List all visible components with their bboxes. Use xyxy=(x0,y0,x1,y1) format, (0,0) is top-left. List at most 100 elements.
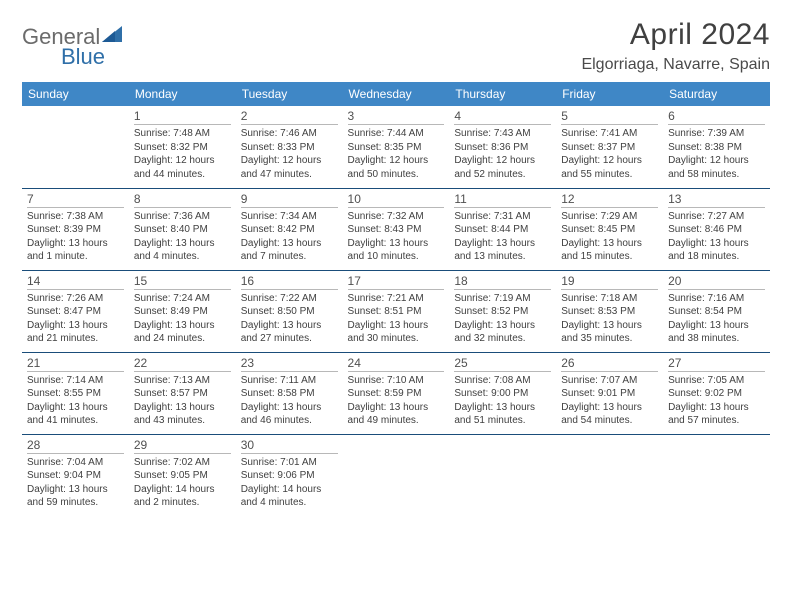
day-detail: Sunrise: 7:41 AM Sunset: 8:37 PM Dayligh… xyxy=(561,127,658,181)
day-number: 6 xyxy=(668,109,765,125)
day-number: 27 xyxy=(668,356,765,372)
day-header: Thursday xyxy=(449,82,556,106)
day-number: 18 xyxy=(454,274,551,290)
day-detail: Sunrise: 7:18 AM Sunset: 8:53 PM Dayligh… xyxy=(561,292,658,346)
calendar-cell: 25 Sunrise: 7:08 AM Sunset: 9:00 PM Dayli… xyxy=(449,352,556,434)
calendar-cell: 2 Sunrise: 7:46 AM Sunset: 8:33 PM Daylig… xyxy=(236,106,343,188)
day-number: 5 xyxy=(561,109,658,125)
day-header: Monday xyxy=(129,82,236,106)
day-detail: Sunrise: 7:01 AM Sunset: 9:06 PM Dayligh… xyxy=(241,456,338,510)
day-number: 1 xyxy=(134,109,231,125)
day-number: 8 xyxy=(134,192,231,208)
location: Elgorriaga, Navarre, Spain xyxy=(581,56,770,74)
day-detail: Sunrise: 7:39 AM Sunset: 8:38 PM Dayligh… xyxy=(668,127,765,181)
calendar-cell: 15Sunrise: 7:24 AM Sunset: 8:49 PM Dayli… xyxy=(129,270,236,352)
calendar-week-row: 1 Sunrise: 7:48 AM Sunset: 8:32 PM Daylig… xyxy=(22,106,770,188)
day-number: 3 xyxy=(348,109,445,125)
day-detail: Sunrise: 7:34 AM Sunset: 8:42 PM Dayligh… xyxy=(241,210,338,264)
day-header: Wednesday xyxy=(343,82,450,106)
day-detail: Sunrise: 7:08 AM Sunset: 9:00 PM Dayligh… xyxy=(454,374,551,428)
calendar-week-row: 28Sunrise: 7:04 AM Sunset: 9:04 PM Dayli… xyxy=(22,434,770,516)
day-detail: Sunrise: 7:24 AM Sunset: 8:49 PM Dayligh… xyxy=(134,292,231,346)
page-header: General April 2024 Elgorriaga, Navarre, … xyxy=(22,18,770,74)
calendar-cell: 29 Sunrise: 7:02 AM Sunset: 9:05 PM Dayli… xyxy=(129,434,236,516)
calendar-page: General April 2024 Elgorriaga, Navarre, … xyxy=(0,0,792,526)
calendar-cell: 13 Sunrise: 7:27 AM Sunset: 8:46 PM Dayli… xyxy=(663,188,770,270)
day-number: 24 xyxy=(348,356,445,372)
calendar-week-row: 21Sunrise: 7:14 AM Sunset: 8:55 PM Dayli… xyxy=(22,352,770,434)
day-number: 2 xyxy=(241,109,338,125)
day-detail: Sunrise: 7:07 AM Sunset: 9:01 PM Dayligh… xyxy=(561,374,658,428)
calendar-cell: 24 Sunrise: 7:10 AM Sunset: 8:59 PM Dayli… xyxy=(343,352,450,434)
month-title: April 2024 xyxy=(581,18,770,52)
day-number: 29 xyxy=(134,438,231,454)
day-detail: Sunrise: 7:22 AM Sunset: 8:50 PM Dayligh… xyxy=(241,292,338,346)
day-number: 11 xyxy=(454,192,551,208)
title-block: April 2024 Elgorriaga, Navarre, Spain xyxy=(581,18,770,74)
logo-text-2: Blue xyxy=(61,44,105,70)
calendar-cell: 6 Sunrise: 7:39 AM Sunset: 8:38 PM Daylig… xyxy=(663,106,770,188)
day-detail: Sunrise: 7:13 AM Sunset: 8:57 PM Dayligh… xyxy=(134,374,231,428)
day-detail: Sunrise: 7:21 AM Sunset: 8:51 PM Dayligh… xyxy=(348,292,445,346)
day-number: 20 xyxy=(668,274,765,290)
calendar-cell: 16 Sunrise: 7:22 AM Sunset: 8:50 PM Dayli… xyxy=(236,270,343,352)
day-number: 28 xyxy=(27,438,124,454)
calendar-cell: 27 Sunrise: 7:05 AM Sunset: 9:02 PM Dayli… xyxy=(663,352,770,434)
calendar-cell: 3 Sunrise: 7:44 AM Sunset: 8:35 PM Daylig… xyxy=(343,106,450,188)
calendar-cell: 20 Sunrise: 7:16 AM Sunset: 8:54 PM Dayli… xyxy=(663,270,770,352)
day-detail: Sunrise: 7:26 AM Sunset: 8:47 PM Dayligh… xyxy=(27,292,124,346)
calendar-cell: 8Sunrise: 7:36 AM Sunset: 8:40 PM Daylig… xyxy=(129,188,236,270)
day-header: Tuesday xyxy=(236,82,343,106)
day-detail: Sunrise: 7:02 AM Sunset: 9:05 PM Dayligh… xyxy=(134,456,231,510)
day-detail: Sunrise: 7:10 AM Sunset: 8:59 PM Dayligh… xyxy=(348,374,445,428)
calendar-week-row: 7 Sunrise: 7:38 AM Sunset: 8:39 PM Daylig… xyxy=(22,188,770,270)
day-detail: Sunrise: 7:16 AM Sunset: 8:54 PM Dayligh… xyxy=(668,292,765,346)
day-detail: Sunrise: 7:27 AM Sunset: 8:46 PM Dayligh… xyxy=(668,210,765,264)
day-number: 30 xyxy=(241,438,338,454)
calendar-cell: 7 Sunrise: 7:38 AM Sunset: 8:39 PM Daylig… xyxy=(22,188,129,270)
calendar-cell: 22 Sunrise: 7:13 AM Sunset: 8:57 PM Dayli… xyxy=(129,352,236,434)
day-number: 14 xyxy=(27,274,124,290)
day-header: Sunday xyxy=(22,82,129,106)
day-number: 23 xyxy=(241,356,338,372)
day-detail: Sunrise: 7:29 AM Sunset: 8:45 PM Dayligh… xyxy=(561,210,658,264)
day-number: 9 xyxy=(241,192,338,208)
day-detail: Sunrise: 7:46 AM Sunset: 8:33 PM Dayligh… xyxy=(241,127,338,181)
day-number: 16 xyxy=(241,274,338,290)
day-detail: Sunrise: 7:05 AM Sunset: 9:02 PM Dayligh… xyxy=(668,374,765,428)
calendar-cell xyxy=(663,434,770,516)
calendar-table: Sunday Monday Tuesday Wednesday Thursday… xyxy=(22,82,770,516)
day-detail: Sunrise: 7:38 AM Sunset: 8:39 PM Dayligh… xyxy=(27,210,124,264)
calendar-cell: 4 Sunrise: 7:43 AM Sunset: 8:36 PM Daylig… xyxy=(449,106,556,188)
day-detail: Sunrise: 7:48 AM Sunset: 8:32 PM Dayligh… xyxy=(134,127,231,181)
calendar-cell: 10 Sunrise: 7:32 AM Sunset: 8:43 PM Dayli… xyxy=(343,188,450,270)
calendar-week-row: 14 Sunrise: 7:26 AM Sunset: 8:47 PM Dayli… xyxy=(22,270,770,352)
day-detail: Sunrise: 7:43 AM Sunset: 8:36 PM Dayligh… xyxy=(454,127,551,181)
day-number: 10 xyxy=(348,192,445,208)
day-detail: Sunrise: 7:19 AM Sunset: 8:52 PM Dayligh… xyxy=(454,292,551,346)
calendar-cell: 28Sunrise: 7:04 AM Sunset: 9:04 PM Dayli… xyxy=(22,434,129,516)
calendar-cell: 14 Sunrise: 7:26 AM Sunset: 8:47 PM Dayli… xyxy=(22,270,129,352)
day-header: Friday xyxy=(556,82,663,106)
day-number: 4 xyxy=(454,109,551,125)
day-detail: Sunrise: 7:31 AM Sunset: 8:44 PM Dayligh… xyxy=(454,210,551,264)
day-number: 22 xyxy=(134,356,231,372)
calendar-cell xyxy=(343,434,450,516)
calendar-cell: 23 Sunrise: 7:11 AM Sunset: 8:58 PM Dayli… xyxy=(236,352,343,434)
day-header: Saturday xyxy=(663,82,770,106)
day-number: 13 xyxy=(668,192,765,208)
calendar-cell xyxy=(556,434,663,516)
day-detail: Sunrise: 7:32 AM Sunset: 8:43 PM Dayligh… xyxy=(348,210,445,264)
calendar-cell: 26Sunrise: 7:07 AM Sunset: 9:01 PM Dayli… xyxy=(556,352,663,434)
day-number: 7 xyxy=(27,192,124,208)
calendar-cell: 19Sunrise: 7:18 AM Sunset: 8:53 PM Dayli… xyxy=(556,270,663,352)
day-detail: Sunrise: 7:11 AM Sunset: 8:58 PM Dayligh… xyxy=(241,374,338,428)
day-detail: Sunrise: 7:44 AM Sunset: 8:35 PM Dayligh… xyxy=(348,127,445,181)
calendar-cell: 30 Sunrise: 7:01 AM Sunset: 9:06 PM Dayli… xyxy=(236,434,343,516)
calendar-cell xyxy=(22,106,129,188)
calendar-cell: 11 Sunrise: 7:31 AM Sunset: 8:44 PM Dayli… xyxy=(449,188,556,270)
calendar-cell: 17Sunrise: 7:21 AM Sunset: 8:51 PM Dayli… xyxy=(343,270,450,352)
day-number: 25 xyxy=(454,356,551,372)
calendar-cell: 5 Sunrise: 7:41 AM Sunset: 8:37 PM Daylig… xyxy=(556,106,663,188)
calendar-header-row: Sunday Monday Tuesday Wednesday Thursday… xyxy=(22,82,770,106)
